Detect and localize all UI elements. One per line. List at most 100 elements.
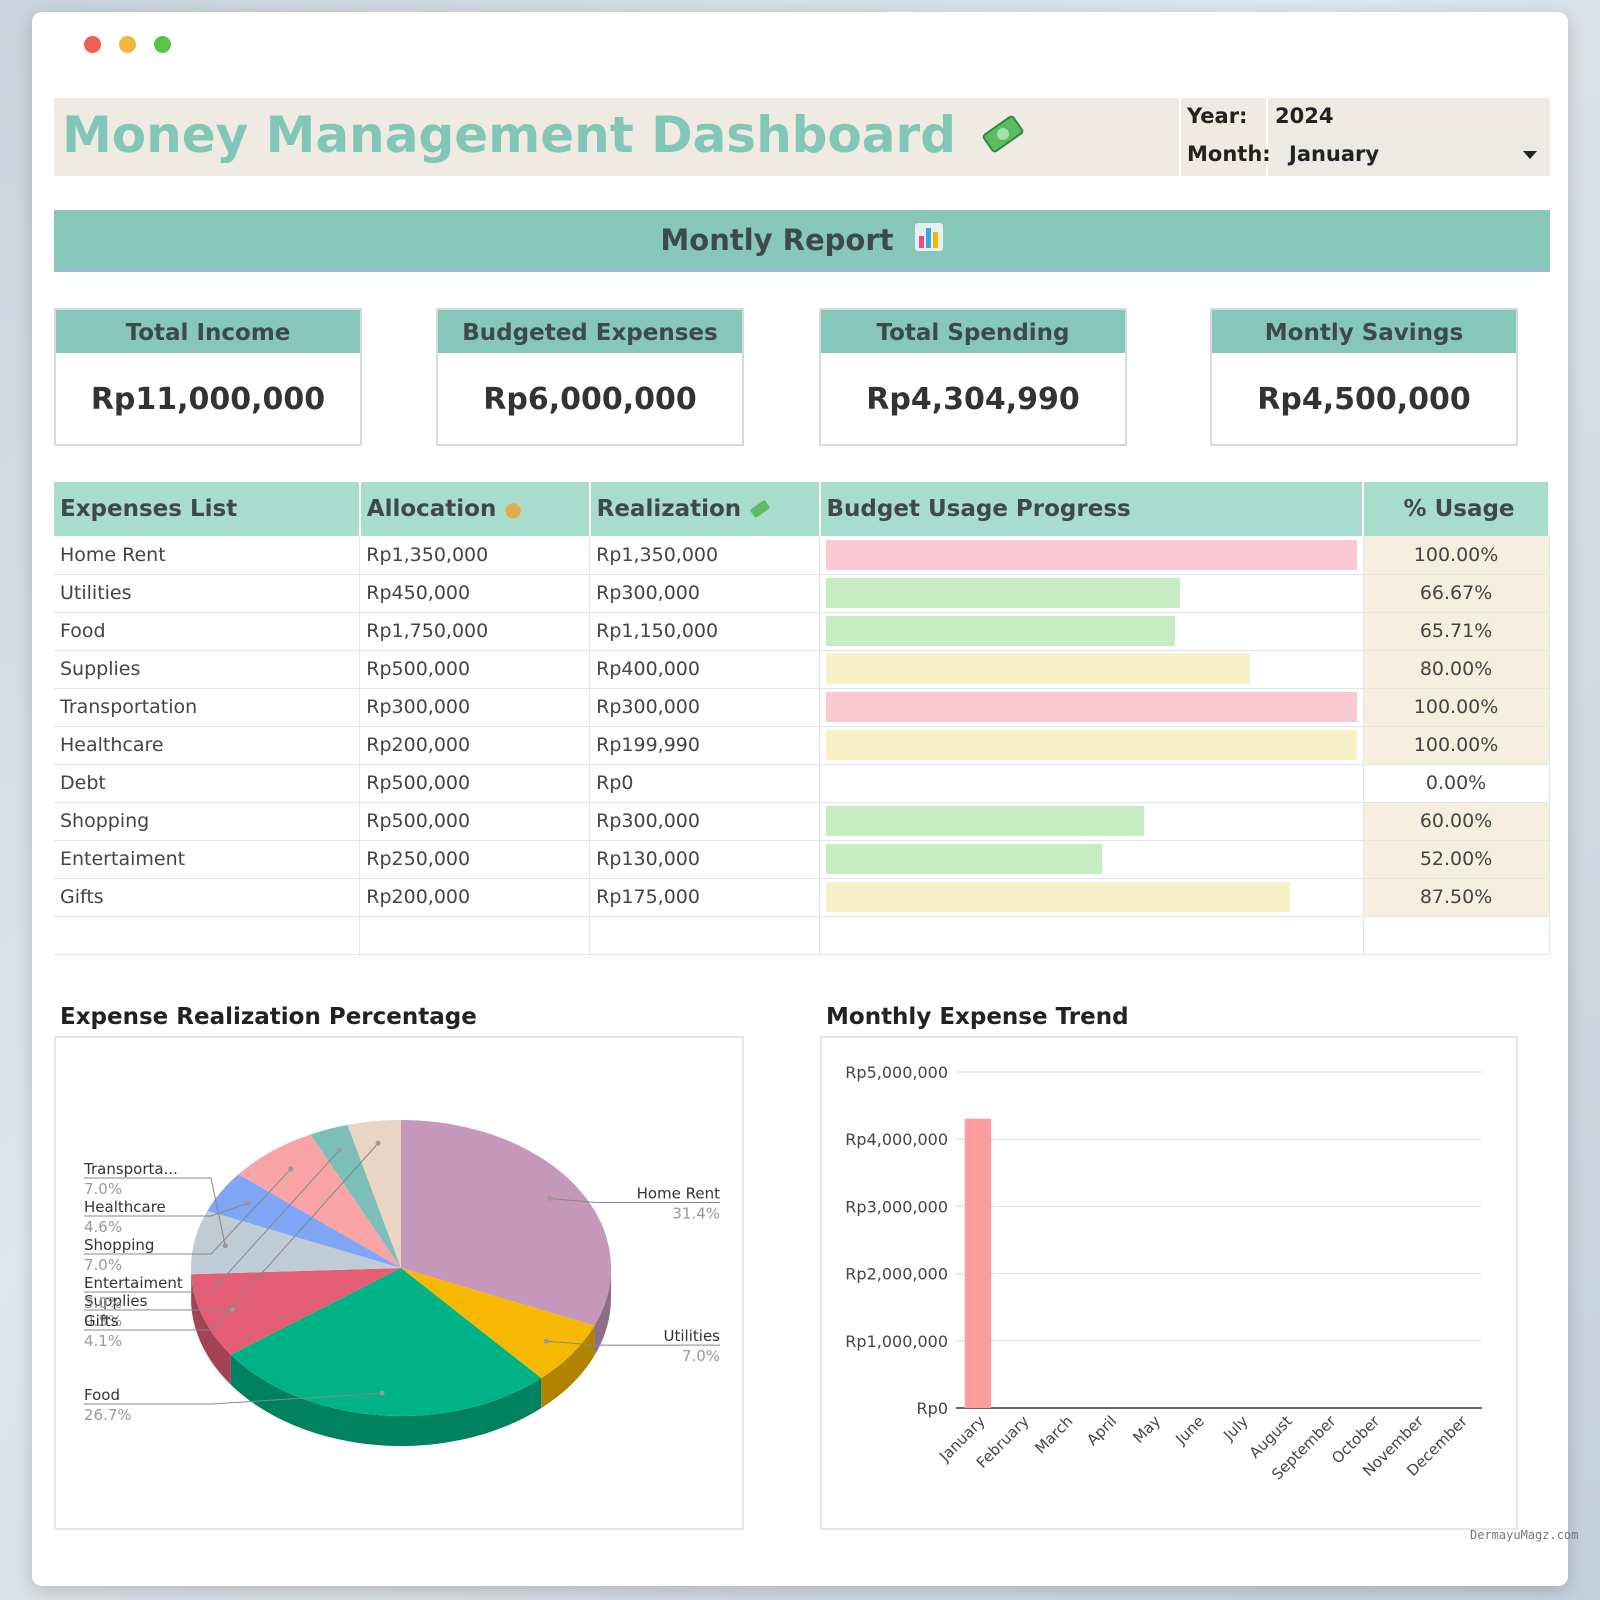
card-title: Total Income <box>56 310 360 356</box>
pie-slice[interactable] <box>191 1210 401 1275</box>
pie-label-anchor <box>222 1243 228 1249</box>
table-row: Debt Rp500,000 Rp0 0.00% <box>54 764 1550 803</box>
empty-cell[interactable] <box>1363 916 1550 955</box>
col-header-realization-label: Realization <box>596 496 742 522</box>
money-icon <box>981 112 1025 163</box>
realization-value[interactable]: Rp0 <box>589 764 821 803</box>
money-bag-icon: ● <box>504 497 522 521</box>
allocation-value[interactable]: Rp500,000 <box>359 802 591 841</box>
expense-name[interactable]: Supplies <box>54 650 361 689</box>
allocation-value[interactable]: Rp250,000 <box>359 840 591 879</box>
realization-value[interactable]: Rp130,000 <box>589 840 821 879</box>
realization-value[interactable]: Rp400,000 <box>589 650 821 689</box>
pie-slice[interactable] <box>238 1134 401 1268</box>
pie-slice-percent: 4.6% <box>84 1218 122 1236</box>
minimize-window-button[interactable] <box>119 36 136 53</box>
expense-name[interactable]: Gifts <box>54 878 361 917</box>
pie-slice-side <box>191 1274 231 1385</box>
usage-percent[interactable]: 65.71% <box>1363 612 1550 651</box>
usage-percent[interactable]: 100.00% <box>1363 688 1550 727</box>
monthly-report-banner: Montly Report <box>54 210 1550 272</box>
realization-value[interactable]: Rp300,000 <box>589 802 821 841</box>
usage-percent[interactable]: 60.00% <box>1363 802 1550 841</box>
month-dropdown[interactable]: January <box>1273 140 1549 170</box>
table-row: Food Rp1,750,000 Rp1,150,000 65.71% <box>54 612 1550 651</box>
usage-percent[interactable]: 100.00% <box>1363 726 1550 765</box>
expense-name[interactable]: Utilities <box>54 574 361 613</box>
empty-cell[interactable] <box>54 916 361 955</box>
pie-slice-percent: 26.7% <box>84 1406 132 1424</box>
usage-percent[interactable]: 0.00% <box>1363 764 1550 803</box>
usage-progress-bar <box>826 806 1145 836</box>
empty-cell[interactable] <box>589 916 821 955</box>
usage-progress-cell <box>819 802 1364 841</box>
pie-label-leader <box>84 1202 249 1217</box>
pie-slice[interactable] <box>310 1124 401 1268</box>
allocation-value[interactable]: Rp200,000 <box>359 726 591 765</box>
allocation-value[interactable]: Rp500,000 <box>359 650 591 689</box>
realization-value[interactable]: Rp175,000 <box>589 878 821 917</box>
usage-percent[interactable]: 52.00% <box>1363 840 1550 879</box>
realization-value[interactable]: Rp1,350,000 <box>589 536 821 575</box>
pie-slice[interactable] <box>401 1120 611 1326</box>
pie-label-anchor <box>379 1390 385 1396</box>
allocation-value[interactable]: Rp1,750,000 <box>359 612 591 651</box>
maximize-window-button[interactable] <box>154 36 171 53</box>
bar-chart: Rp0 Rp1,000,000 Rp2,000,000 Rp3,000,000 Rp4,… <box>845 1063 1482 1483</box>
col-header-expenses: Expenses List <box>54 482 361 536</box>
close-window-button[interactable] <box>84 36 101 53</box>
pie-slice[interactable] <box>191 1268 401 1355</box>
realization-value[interactable]: Rp199,990 <box>589 726 821 765</box>
pie-label-anchor <box>543 1338 549 1344</box>
empty-cell[interactable] <box>819 916 1364 955</box>
pie-slice[interactable] <box>207 1174 401 1268</box>
pie-slice-label: Healthcare <box>84 1198 166 1216</box>
expense-name[interactable]: Transportation <box>54 688 361 727</box>
expense-name[interactable]: Entertaiment <box>54 840 361 879</box>
usage-percent[interactable]: 87.50% <box>1363 878 1550 917</box>
usage-progress-cell <box>819 650 1364 689</box>
pie-label-anchor <box>547 1195 553 1201</box>
expense-name[interactable]: Home Rent <box>54 536 361 575</box>
pie-slice-percent: 7.0% <box>84 1256 122 1274</box>
pie-slice-label: Gifts <box>84 1312 119 1330</box>
realization-value[interactable]: Rp300,000 <box>589 574 821 613</box>
pie-slice[interactable] <box>230 1268 542 1416</box>
month-label: Month: <box>1187 142 1271 166</box>
realization-value[interactable]: Rp300,000 <box>589 688 821 727</box>
table-row: Shopping Rp500,000 Rp300,000 60.00% <box>54 802 1550 841</box>
period-selector: Year: 2024 Month: January <box>1179 98 1550 176</box>
dashboard-header: Money Management Dashboard Year: 2024 Mo… <box>54 98 1550 176</box>
x-tick-label: May <box>1129 1412 1164 1447</box>
allocation-value[interactable]: Rp500,000 <box>359 764 591 803</box>
usage-progress-bar <box>826 539 1357 570</box>
y-tick-label: Rp2,000,000 <box>845 1265 948 1284</box>
pie-slice-side <box>541 1325 595 1409</box>
budgeted-expenses-card: Budgeted Expenses Rp6,000,000 <box>436 308 744 446</box>
pie-slice[interactable] <box>347 1120 401 1268</box>
expense-name[interactable]: Healthcare <box>54 726 361 765</box>
pie-slice[interactable] <box>401 1268 595 1379</box>
usage-percent[interactable]: 66.67% <box>1363 574 1550 613</box>
empty-cell[interactable] <box>359 916 591 955</box>
expense-name[interactable]: Food <box>54 612 361 651</box>
month-value: January <box>1289 142 1380 166</box>
year-value[interactable]: 2024 <box>1275 104 1334 128</box>
col-header-realization: Realization <box>589 482 821 536</box>
pie-label-leader <box>84 1168 292 1255</box>
usage-percent[interactable]: 80.00% <box>1363 650 1550 689</box>
allocation-value[interactable]: Rp1,350,000 <box>359 536 591 575</box>
bar-january[interactable] <box>964 1118 992 1408</box>
allocation-value[interactable]: Rp450,000 <box>359 574 591 613</box>
usage-progress-bar <box>826 654 1251 684</box>
allocation-value[interactable]: Rp200,000 <box>359 878 591 917</box>
realization-value[interactable]: Rp1,150,000 <box>589 612 821 651</box>
allocation-value[interactable]: Rp300,000 <box>359 688 591 727</box>
expense-name[interactable]: Debt <box>54 764 361 803</box>
expense-name[interactable]: Shopping <box>54 802 361 841</box>
card-value: Rp4,500,000 <box>1257 382 1471 417</box>
dropdown-arrow-icon[interactable] <box>1523 151 1537 159</box>
usage-percent[interactable]: 100.00% <box>1363 536 1550 575</box>
window-controls <box>84 36 171 53</box>
usage-progress-cell <box>819 764 1364 803</box>
